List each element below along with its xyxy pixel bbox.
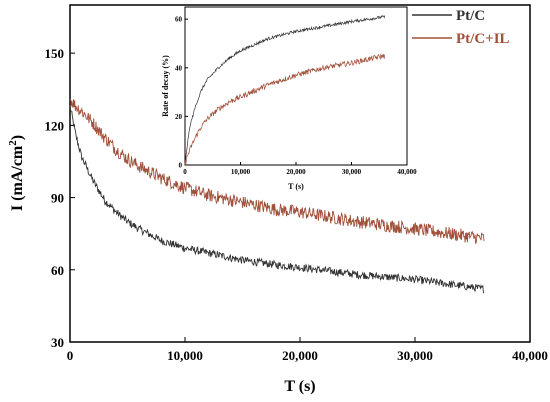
inset-y-axis-title: Rate of decay (%) (161, 55, 170, 117)
main-x-tick-label: 10,000 (167, 348, 203, 363)
main-y-axis-title: I (mA/cm2) (7, 135, 26, 211)
main-series-group (69, 98, 485, 294)
legend: Pt/C Pt/C+IL (412, 8, 510, 47)
inset-series-ptc-il (184, 53, 386, 166)
inset-y-tick-label: 40 (175, 64, 183, 72)
main-axis-ticks: 0 10,000 20,000 30,000 40,000 30 60 90 120 150 (45, 46, 548, 363)
inset-y-tick-label: 20 (175, 113, 183, 121)
inset-x-tick-label: 40,000 (397, 168, 417, 176)
legend-label-ptc-il: Pt/C+IL (456, 31, 510, 47)
inset-x-axis-title: T (s) (288, 182, 304, 191)
main-y-tick-label: 60 (51, 263, 64, 278)
inset-axis-ticks: 0 10,000 20,000 30,000 40,000 0 20 40 60 (175, 16, 417, 176)
main-series-ptc (69, 104, 485, 294)
inset-x-tick-label: 20,000 (286, 168, 306, 176)
main-x-tick-label: 40,000 (512, 348, 548, 363)
legend-label-ptc: Pt/C (456, 8, 485, 24)
inset-x-tick-label: 0 (183, 168, 187, 176)
main-x-tick-label: 20,000 (282, 348, 318, 363)
main-y-tick-label: 30 (51, 335, 64, 350)
main-x-tick-label: 0 (67, 348, 74, 363)
inset-x-tick-label: 30,000 (342, 168, 362, 176)
inset-series-group (184, 15, 386, 166)
inset-y-tick-label: 60 (175, 16, 183, 24)
inset-series-ptc (184, 15, 386, 165)
main-series-ptc-il (69, 98, 485, 244)
inset-x-tick-label: 10,000 (231, 168, 251, 176)
main-y-tick-label: 150 (45, 46, 65, 61)
inset-y-tick-label: 0 (179, 162, 183, 170)
main-x-tick-label: 30,000 (397, 348, 433, 363)
main-y-tick-label: 90 (51, 191, 64, 206)
inset-plot-background (185, 7, 407, 165)
main-x-axis-title: T (s) (284, 378, 315, 395)
main-y-tick-label: 120 (45, 118, 65, 133)
